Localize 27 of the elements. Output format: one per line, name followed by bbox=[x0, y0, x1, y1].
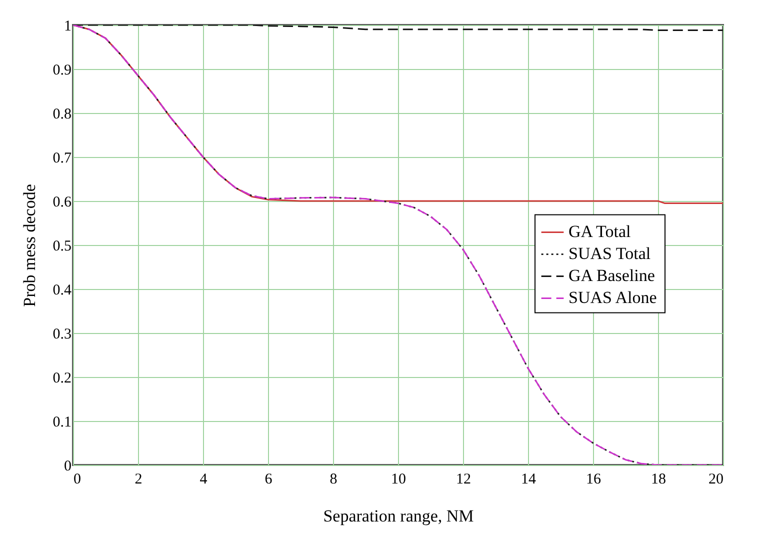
y-tick-label: 0.9 bbox=[52, 62, 72, 78]
y-axis-title: Prob mess decode bbox=[20, 184, 39, 307]
y-tick-label: 0.6 bbox=[52, 194, 72, 210]
x-tick-label: 14 bbox=[521, 472, 536, 488]
y-tick-label: 0.3 bbox=[52, 326, 72, 342]
y-tick-label: 1 bbox=[64, 18, 72, 34]
y-tick-label: 0.7 bbox=[52, 150, 72, 166]
x-tick-label: 8 bbox=[330, 472, 338, 488]
x-tick-label: 2 bbox=[134, 472, 142, 488]
y-tick-label: 0.2 bbox=[52, 370, 72, 386]
x-tick-label: 4 bbox=[200, 472, 208, 488]
x-tick-label: 18 bbox=[651, 472, 666, 488]
y-tick-label: 0.5 bbox=[52, 238, 72, 254]
legend-label: GA Total bbox=[568, 222, 632, 242]
x-tick-label: 6 bbox=[264, 472, 273, 488]
legend-label: GA Baseline bbox=[568, 266, 655, 286]
x-tick-label: 16 bbox=[586, 472, 602, 488]
x-tick-label: 12 bbox=[456, 472, 471, 488]
x-tick-label: 20 bbox=[708, 472, 724, 488]
y-tick-label: 0.1 bbox=[52, 414, 72, 430]
legend-label: SUAS Total bbox=[568, 244, 651, 264]
legend-label: SUAS Alone bbox=[568, 288, 657, 308]
x-tick-label: 10 bbox=[391, 472, 406, 488]
x-axis-title: Separation range, NM bbox=[323, 506, 474, 526]
y-tick-label: 0.8 bbox=[52, 106, 72, 122]
y-tick-label: 0.4 bbox=[52, 282, 72, 298]
y-tick-label: 0 bbox=[64, 458, 72, 474]
